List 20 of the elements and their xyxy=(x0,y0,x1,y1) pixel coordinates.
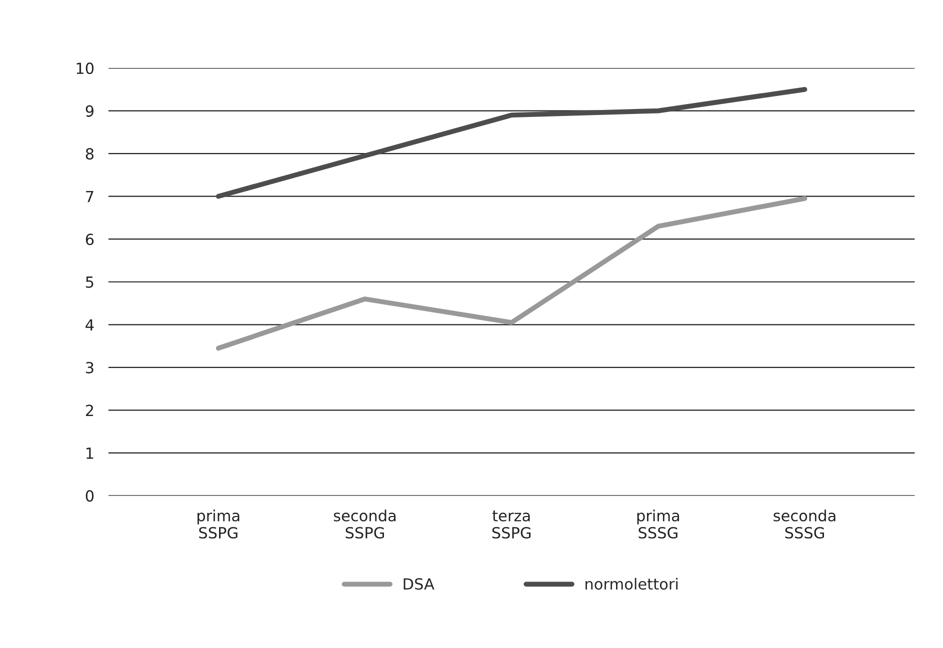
y-tick-label: 0 xyxy=(86,490,94,502)
y-tick-label: 9 xyxy=(86,105,94,117)
x-tick-label: terza SSPG xyxy=(492,510,531,539)
legend-label: DSA xyxy=(404,578,434,590)
y-tick-label: 1 xyxy=(86,448,94,459)
x-tick-label: prima SSSG xyxy=(637,510,680,539)
y-tick-label: 3 xyxy=(86,362,94,374)
x-tick-label: seconda SSPG xyxy=(334,510,396,539)
y-tick-label: 2 xyxy=(86,404,94,416)
x-tick-label: prima SSPG xyxy=(198,510,240,539)
y-tick-label: 6 xyxy=(86,234,94,246)
y-tick-label: 7 xyxy=(86,191,94,202)
y-tick-label: 4 xyxy=(86,319,94,330)
x-tick-label: seconda SSSG xyxy=(774,510,836,539)
y-tick-label: 8 xyxy=(86,148,94,160)
legend-label: normolettori xyxy=(586,578,678,590)
y-tick-label: 5 xyxy=(86,276,94,288)
y-tick-label: 10 xyxy=(76,62,94,74)
line-series xyxy=(216,86,808,199)
line-series xyxy=(216,196,808,351)
